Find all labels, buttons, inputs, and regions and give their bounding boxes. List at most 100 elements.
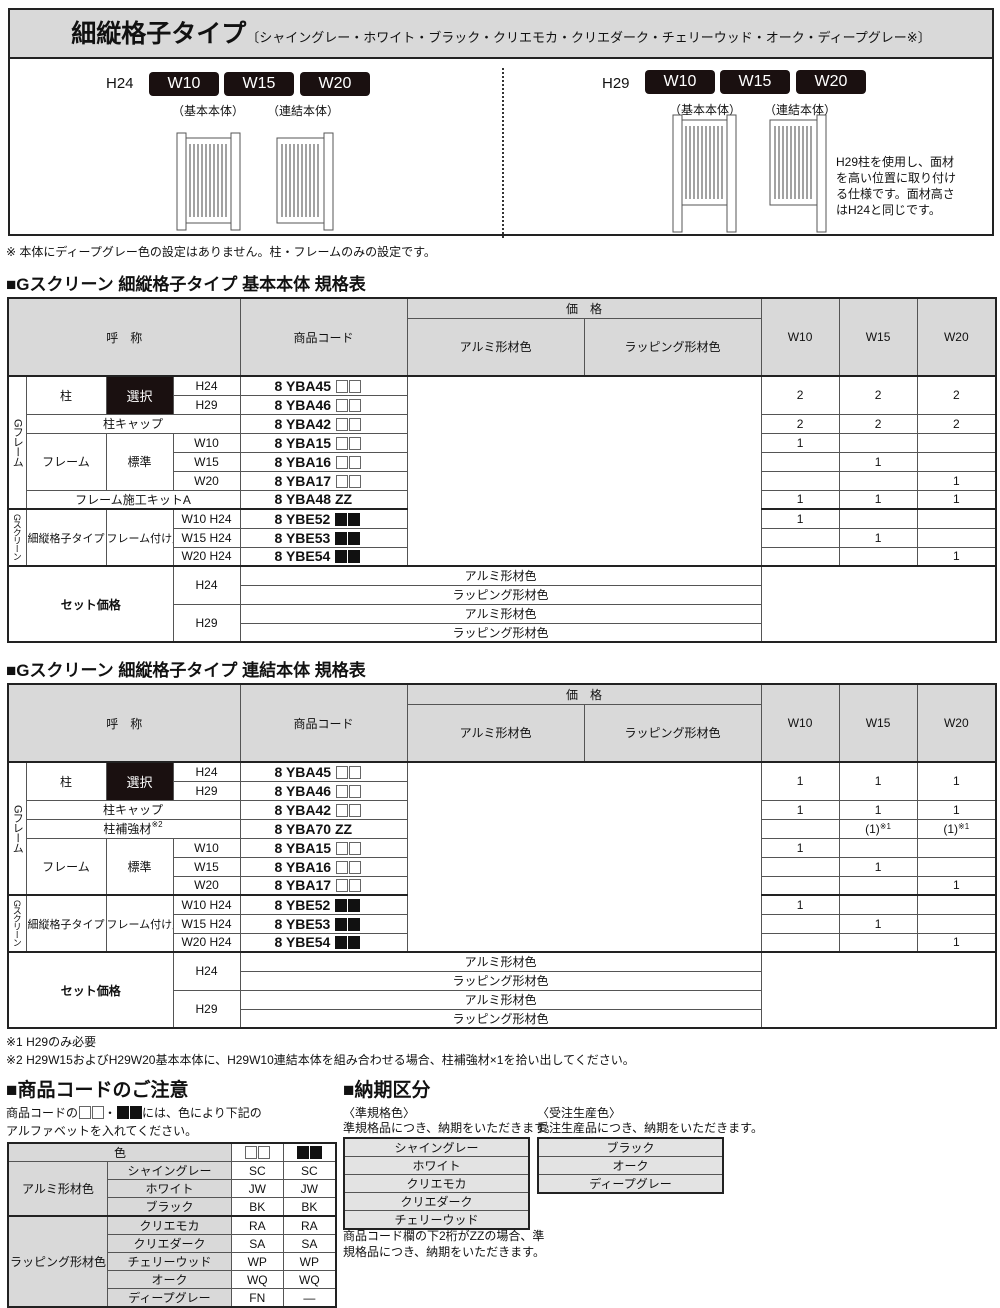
width-badge-w10: W10 bbox=[149, 72, 219, 96]
qty bbox=[838, 875, 918, 896]
product-code: 8 YBA15 bbox=[274, 434, 332, 451]
code-cell: 8 YBE52 bbox=[239, 894, 408, 915]
color-item: シャイングレー bbox=[343, 1137, 530, 1157]
product-code: 8 YBA45 bbox=[274, 377, 332, 394]
white-box-icon bbox=[92, 1106, 105, 1119]
set-alumi: アルミ形材色 bbox=[239, 565, 762, 586]
product-code: 8 YBA46 bbox=[274, 396, 332, 413]
qty bbox=[838, 894, 918, 915]
product-code: 8 YBE54 bbox=[274, 548, 331, 565]
black-box-icon bbox=[335, 550, 348, 564]
price-blank bbox=[406, 761, 762, 953]
white-box-icon bbox=[335, 474, 348, 488]
color-name: オーク bbox=[107, 1270, 232, 1289]
qty: 1 bbox=[838, 489, 918, 510]
set-alumi: アルミ形材色 bbox=[239, 603, 762, 624]
header-alumi: アルミ形材色 bbox=[406, 317, 585, 377]
type-label: 細縦格子タイプ bbox=[25, 508, 107, 567]
white-box-icon bbox=[335, 841, 348, 855]
black-box-icon bbox=[335, 512, 348, 526]
qty: 1 bbox=[760, 508, 840, 529]
black-box-icon bbox=[348, 512, 361, 526]
fence-basic-h24-illustration bbox=[176, 132, 241, 231]
pillar-label: 柱 bbox=[25, 375, 107, 415]
product-code: 8 YBA15 bbox=[274, 839, 332, 856]
code-cell: 8 YBA45 bbox=[239, 761, 408, 782]
qty bbox=[916, 837, 997, 858]
qty: 1 bbox=[916, 470, 997, 491]
size-w10: W10 bbox=[172, 432, 241, 453]
width-badge-w20: W20 bbox=[796, 70, 866, 94]
color-name: ブラック bbox=[107, 1197, 232, 1217]
white-box-icon bbox=[348, 784, 361, 798]
width-badge-w15: W15 bbox=[224, 72, 294, 96]
qty bbox=[760, 913, 840, 934]
white-box-icon bbox=[258, 1145, 271, 1159]
standard-label: 標準 bbox=[105, 432, 174, 491]
header-w10: W10 bbox=[760, 297, 840, 377]
color-code: WQ bbox=[230, 1270, 284, 1289]
qty bbox=[838, 432, 918, 453]
color-name: シャイングレー bbox=[107, 1161, 232, 1180]
color-code: SA bbox=[230, 1234, 284, 1253]
kit-label: フレーム施工キットA bbox=[25, 489, 241, 510]
size-h29: H29 bbox=[172, 603, 241, 643]
section-divider bbox=[502, 68, 504, 238]
color-code: BK bbox=[230, 1197, 284, 1217]
order-label: 〈受注生産色〉 bbox=[537, 1106, 622, 1120]
qty bbox=[838, 932, 918, 953]
code-notice-text-2: アルファベットを入れてください。 bbox=[6, 1124, 198, 1138]
header-alumi: アルミ形材色 bbox=[406, 703, 585, 763]
code-cell: 8 YBE54 bbox=[239, 932, 408, 953]
set-alumi: アルミ形材色 bbox=[239, 951, 762, 972]
qty bbox=[760, 932, 840, 953]
qty bbox=[838, 546, 918, 567]
header-code: 商品コード bbox=[239, 683, 408, 763]
black-box-icon bbox=[348, 550, 361, 564]
code-cell: 8 YBA42 bbox=[239, 413, 408, 434]
color-item: チェリーウッド bbox=[343, 1210, 530, 1230]
select-label: 選択 bbox=[105, 375, 174, 415]
group-gscreen: Gスクリーン bbox=[7, 894, 27, 953]
price-blank bbox=[406, 375, 762, 567]
color-item: ホワイト bbox=[343, 1156, 530, 1175]
color-item: クリエモカ bbox=[343, 1174, 530, 1193]
table1-title: ■Gスクリーン 細縦格子タイプ 基本本体 規格表 bbox=[6, 275, 366, 294]
fence-linked-h29-illustration bbox=[769, 114, 827, 233]
standard-desc: 準規格品につき、納期をいただきます。 bbox=[343, 1121, 557, 1135]
white-box-icon bbox=[348, 860, 361, 874]
product-code: 8 YBA42 bbox=[274, 801, 332, 818]
color-item: オーク bbox=[537, 1156, 724, 1175]
black-box-icon bbox=[348, 898, 361, 912]
code-cell: 8 YBE52 bbox=[239, 508, 408, 529]
cap-label: 柱キャップ bbox=[25, 413, 241, 434]
size-w20-h24: W20 H24 bbox=[172, 546, 241, 567]
qty: 1 bbox=[838, 799, 918, 820]
color-name: チェリーウッド bbox=[107, 1252, 232, 1271]
height-label-h24: H24 bbox=[106, 75, 134, 92]
order-desc: 受注生産品につき、納期をいただきます。 bbox=[537, 1121, 763, 1135]
group-gscreen: Gスクリーン bbox=[7, 508, 27, 567]
text: には、色により下記の bbox=[142, 1106, 262, 1120]
white-box-icon bbox=[348, 803, 361, 817]
color-code: SC bbox=[230, 1161, 284, 1180]
code-cell: 8 YBA42 bbox=[239, 799, 408, 820]
size-w15: W15 bbox=[172, 451, 241, 472]
color-code: SA bbox=[282, 1234, 337, 1253]
product-code: 8 YBA48 ZZ bbox=[274, 491, 353, 508]
color-code: JW bbox=[230, 1179, 284, 1198]
frame-label: フレーム bbox=[25, 432, 107, 491]
qty: 2 bbox=[760, 375, 840, 415]
blank bbox=[760, 951, 997, 1028]
code-cell: 8 YBA48 ZZ bbox=[239, 489, 408, 510]
qty bbox=[838, 470, 918, 491]
color-code: RA bbox=[282, 1215, 337, 1235]
qty bbox=[916, 451, 997, 472]
white-box-icon bbox=[335, 398, 348, 412]
size-h24: H24 bbox=[172, 375, 241, 396]
footnote-2: ※2 H29W15およびH29W20基本本体に、H29W10連結本体を組み合わせ… bbox=[6, 1053, 635, 1067]
footnote-1: ※1 H29のみ必要 bbox=[6, 1035, 97, 1049]
header-wrap: ラッピング形材色 bbox=[583, 703, 762, 763]
qty: 2 bbox=[838, 413, 918, 434]
qty bbox=[916, 894, 997, 915]
